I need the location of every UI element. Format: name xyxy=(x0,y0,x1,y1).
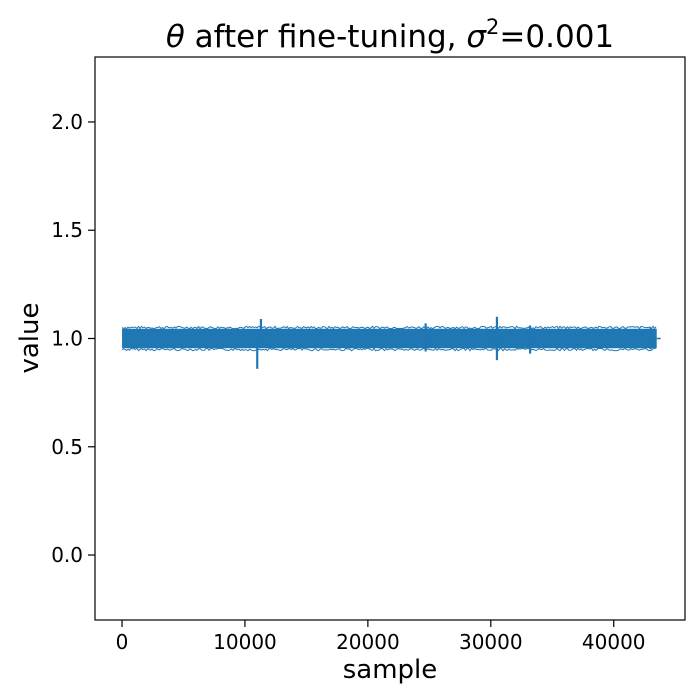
y-tick-label: 1.5 xyxy=(51,218,83,242)
y-tick-label: 1.0 xyxy=(51,327,83,351)
y-tick-label: 0.5 xyxy=(51,435,83,459)
x-tick-label: 10000 xyxy=(213,630,277,654)
series-upper-edge xyxy=(121,325,657,330)
x-tick-label: 30000 xyxy=(459,630,523,654)
chart-title: θ after fine-tuning, σ2=0.001 xyxy=(166,15,614,55)
x-tick-label: 0 xyxy=(116,630,129,654)
series-layer xyxy=(121,316,661,369)
title-superscript: 2 xyxy=(486,15,499,39)
title-suffix: =0.001 xyxy=(499,19,614,55)
y-tick-label: 2.0 xyxy=(51,110,83,134)
y-tick-label: 0.0 xyxy=(51,543,83,567)
x-axis-ticks: 0 10000 20000 30000 40000 xyxy=(116,620,646,654)
title-middle: after fine-tuning, xyxy=(185,19,467,55)
x-tick-label: 40000 xyxy=(582,630,646,654)
y-axis-ticks: 0.0 0.5 1.0 1.5 2.0 xyxy=(51,110,95,567)
series-noise-band xyxy=(122,328,657,349)
x-tick-label: 20000 xyxy=(336,630,400,654)
y-axis-label: value xyxy=(15,302,45,373)
title-theta: θ xyxy=(166,19,185,55)
series-lower-edge xyxy=(121,347,657,352)
title-sigma: σ xyxy=(466,19,487,55)
x-axis-label: sample xyxy=(343,655,438,685)
